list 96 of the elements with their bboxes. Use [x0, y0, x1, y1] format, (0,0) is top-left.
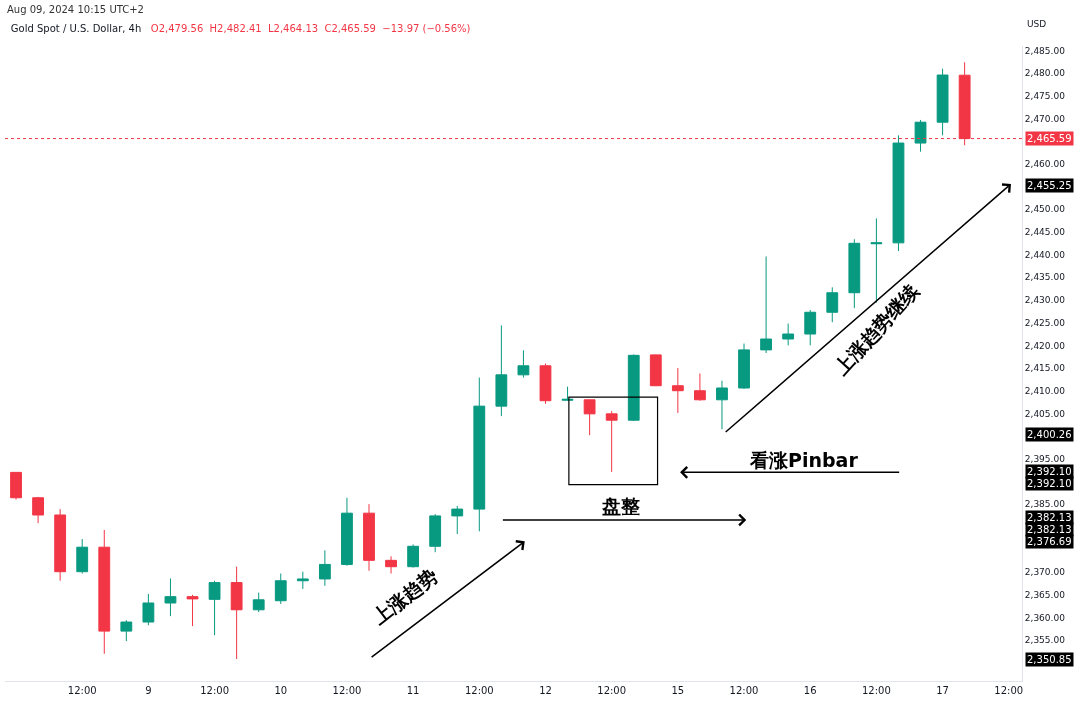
y-tick-label: 2,440.00 [1024, 249, 1066, 260]
text: 2,376.69 [1027, 536, 1072, 547]
chart-title: Gold Spot / U.S. Dollar, 4h [10, 22, 142, 34]
candlestick [451, 505, 464, 535]
y-tick-label: 2,425.00 [1024, 317, 1066, 328]
annotation: 看涨Pinbar [749, 449, 859, 471]
annotation: 盘整 [601, 495, 640, 517]
candlestick [738, 343, 750, 390]
candlestick [583, 399, 596, 436]
y-tick-label: 2,415.00 [1024, 363, 1066, 374]
y-tick-label: 2,355.00 [1024, 635, 1066, 646]
candlestick [142, 593, 155, 626]
text: 2,382.13 [1027, 512, 1072, 523]
candlestick [561, 386, 574, 402]
y-tick-label: 2,445.00 [1024, 227, 1066, 238]
y-tick-label: 2,435.00 [1024, 272, 1066, 283]
text: 2,350.85 [1027, 654, 1072, 665]
x-tick-label: 12:00 [332, 685, 362, 696]
candlestick [208, 580, 221, 636]
candlestick [473, 377, 486, 532]
x-tick-label: 9 [145, 685, 152, 696]
x-tick-label: 12:00 [861, 685, 891, 696]
annotation: 上涨趋势继续 [829, 278, 924, 380]
candlestick [10, 471, 22, 501]
candlestick [385, 555, 397, 574]
candlestick [694, 372, 706, 402]
x-tick-label: 10 [274, 685, 288, 696]
candlestick [892, 134, 905, 252]
text: 2,455.25 [1027, 180, 1072, 191]
y-tick-label: 2,480.00 [1024, 68, 1066, 79]
candlestick [782, 323, 795, 346]
annotation: 上涨趋势 [367, 564, 442, 630]
y-axis-title: USD [1027, 19, 1047, 29]
candlestick [539, 363, 552, 405]
x-tick-label: 17 [936, 685, 949, 696]
candlestick [605, 410, 618, 473]
candlestick [341, 497, 353, 567]
candlestick [804, 309, 817, 346]
candlestick [870, 217, 883, 304]
candlestick [627, 353, 640, 422]
text: 2,392.10 [1027, 466, 1072, 477]
x-tick-label: 12:00 [67, 685, 97, 696]
candlestick [716, 380, 728, 430]
y-tick-label: 2,430.00 [1024, 295, 1066, 306]
text: 2,392.10 [1027, 478, 1072, 489]
candlestick [495, 324, 508, 417]
x-tick-label: 12:00 [994, 685, 1024, 696]
candlestick [429, 513, 442, 553]
text: 2,400.26 [1027, 429, 1072, 440]
candlestick [186, 594, 199, 627]
candlestick [296, 571, 309, 590]
candlestick [230, 566, 243, 660]
text: Aug 09, 2024 10:15 UTC+2 [7, 4, 144, 15]
x-tick-label: 16 [803, 685, 817, 696]
candlestick [120, 619, 133, 642]
candlestick [914, 119, 927, 153]
candlestick [848, 238, 861, 309]
candlestick [76, 538, 89, 574]
candlestick [98, 529, 111, 655]
candlestick [363, 503, 375, 572]
candlestick [407, 543, 420, 569]
x-tick-label: 12 [539, 685, 552, 696]
x-tick-label: 12:00 [729, 685, 759, 696]
candlestick [517, 349, 530, 379]
y-tick-label: 2,485.00 [1024, 45, 1066, 56]
candlestick [32, 496, 44, 524]
y-tick-label: 2,420.00 [1024, 340, 1066, 351]
y-tick-label: 2,370.00 [1024, 567, 1066, 578]
y-tick-label: 2,365.00 [1024, 589, 1066, 600]
candlestick [274, 573, 287, 605]
x-tick-label: 12:00 [464, 685, 494, 696]
y-tick-label: 2,405.00 [1024, 408, 1066, 419]
x-tick-label: 11 [406, 685, 420, 696]
chart-subtitle: O2,479.56 H2,482.41 L2,464.13 C2,465.59 −13.97 (−0.56%) [150, 22, 471, 34]
y-tick-label: 2,385.00 [1024, 499, 1066, 510]
candlestick [164, 577, 177, 617]
candlestick [826, 286, 839, 323]
y-tick-label: 2,410.00 [1024, 385, 1066, 396]
candlestick [760, 255, 772, 354]
candlestick [936, 68, 949, 136]
x-tick-label: 15 [671, 685, 685, 696]
y-tick-label: 2,360.00 [1024, 612, 1066, 623]
candlestick [318, 549, 331, 587]
candlestick [54, 508, 67, 582]
ref-line-label: 2,465.59 [1027, 133, 1072, 144]
candlestick [671, 367, 684, 414]
y-tick-label: 2,475.00 [1024, 91, 1066, 102]
x-tick-label: 12:00 [200, 685, 229, 696]
y-tick-label: 2,450.00 [1024, 204, 1066, 215]
text: 2,382.13 [1027, 524, 1072, 535]
candlestick [252, 592, 265, 613]
candlestick [649, 353, 662, 387]
y-tick-label: 2,470.00 [1024, 113, 1066, 124]
x-tick-label: 12:00 [597, 685, 627, 696]
y-tick-label: 2,395.00 [1024, 453, 1066, 464]
y-tick-label: 2,460.00 [1024, 159, 1066, 170]
